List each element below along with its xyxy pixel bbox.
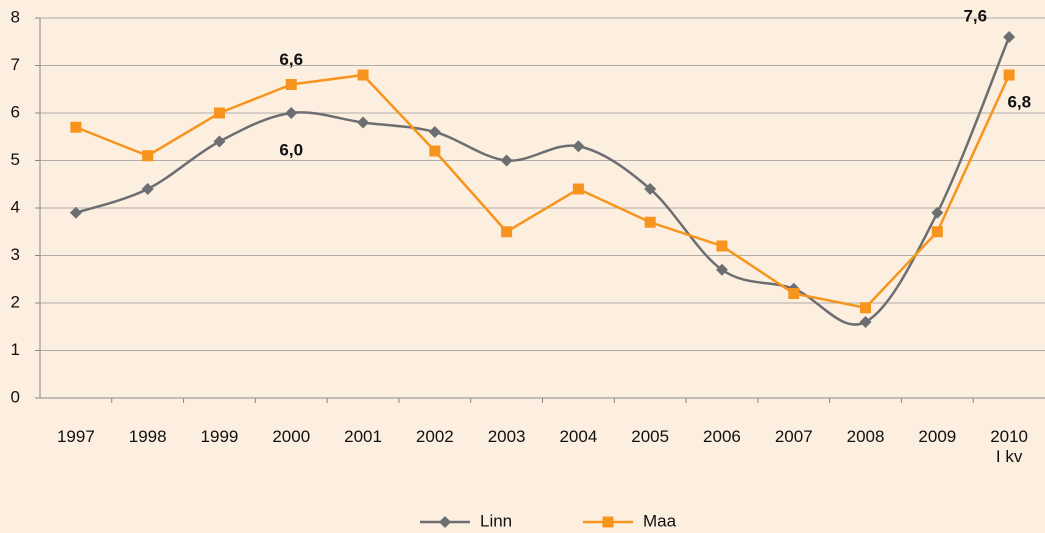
marker — [859, 316, 872, 328]
marker — [357, 116, 370, 129]
marker — [213, 135, 226, 148]
x-tick-label: 2003 — [488, 427, 526, 446]
x-tick-label: 2002 — [416, 427, 454, 446]
x-tick-line: 2003 — [488, 427, 526, 446]
x-tick-label: 2004 — [559, 427, 597, 446]
marker — [715, 263, 728, 276]
marker — [142, 150, 154, 162]
marker — [602, 516, 614, 528]
x-tick-label: 1998 — [129, 427, 167, 446]
y-tick-label: 6 — [11, 102, 20, 121]
x-tick-line: 2010 — [990, 427, 1028, 446]
series-line — [75, 36, 1011, 326]
x-tick-line: 1999 — [201, 427, 239, 446]
legend-label: Linn — [480, 511, 512, 530]
marker — [1003, 69, 1015, 81]
x-tick-label: 2010 I kv — [990, 427, 1028, 466]
marker — [716, 240, 728, 252]
x-tick-label: 1999 — [201, 427, 239, 446]
y-tick-label: 2 — [11, 292, 20, 311]
x-tick-label: 2000 — [272, 427, 310, 446]
marker — [860, 302, 872, 314]
x-tick-label: 2001 — [344, 427, 382, 446]
marker — [285, 107, 298, 119]
value-label: 6,6 — [279, 50, 303, 69]
x-tick-label: 2006 — [703, 427, 741, 446]
x-tick-label: 1997 — [57, 427, 95, 446]
marker — [357, 69, 369, 81]
x-tick-line: 2000 — [272, 427, 310, 446]
marker — [429, 145, 441, 157]
x-tick-label: 2008 — [847, 427, 885, 446]
x-tick-line: 2006 — [703, 427, 741, 446]
x-tick-label: 2007 — [775, 427, 813, 446]
marker — [572, 183, 584, 195]
x-tick-label: 2009 — [918, 427, 956, 446]
y-tick-label: 4 — [11, 197, 20, 216]
marker — [428, 126, 441, 138]
marker — [69, 206, 82, 219]
x-tick-label: 2005 — [631, 427, 669, 446]
marker — [644, 183, 657, 195]
x-tick-line: 2005 — [631, 427, 669, 446]
marker — [931, 206, 944, 219]
marker — [285, 79, 297, 90]
marker — [141, 183, 154, 195]
value-label: 6,8 — [1007, 92, 1031, 111]
x-tick-line: 1998 — [129, 427, 167, 446]
marker — [644, 216, 656, 228]
y-tick-label: 0 — [11, 387, 20, 406]
y-tick-label: 8 — [11, 7, 20, 26]
x-tick-line: 2001 — [344, 427, 382, 446]
value-label: 7,6 — [963, 6, 987, 25]
marker — [70, 121, 82, 133]
marker — [788, 288, 800, 299]
marker — [213, 107, 225, 119]
series-line — [75, 73, 1011, 310]
x-tick-line: 2007 — [775, 427, 813, 446]
x-tick-line: 2002 — [416, 427, 454, 446]
legend-label: Maa — [643, 511, 677, 530]
x-tick-line: 2008 — [847, 427, 885, 446]
marker — [500, 154, 513, 167]
y-tick-label: 7 — [11, 55, 20, 74]
value-label: 6,0 — [279, 140, 303, 159]
x-tick-line: 1997 — [57, 427, 95, 446]
x-tick-line: 2009 — [918, 427, 956, 446]
marker — [501, 226, 513, 238]
x-tick-line: I kv — [996, 447, 1023, 466]
marker — [572, 140, 585, 153]
y-tick-label: 5 — [11, 150, 20, 169]
y-tick-label: 3 — [11, 245, 20, 264]
marker — [439, 516, 451, 528]
x-tick-line: 2004 — [559, 427, 597, 446]
marker — [1003, 31, 1016, 43]
y-tick-label: 1 — [11, 340, 20, 359]
marker — [931, 226, 943, 238]
